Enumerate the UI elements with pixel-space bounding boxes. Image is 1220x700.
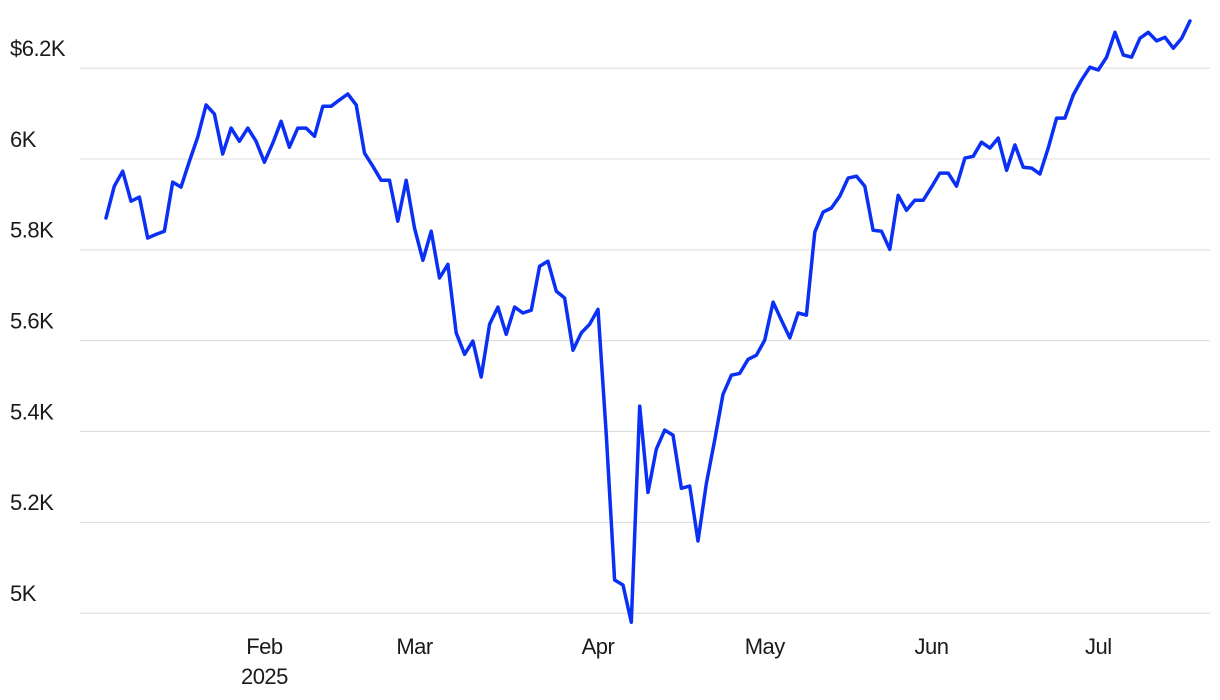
y-tick-label: 5.8K [10, 218, 54, 243]
x-tick-label: May [745, 634, 786, 659]
price-line [104, 19, 1192, 625]
y-tick-label: 5.2K [10, 490, 54, 515]
y-tick-label: 6K [10, 127, 37, 152]
x-tick-label: Feb [246, 634, 283, 659]
x-sublabel: 2025 [241, 664, 288, 689]
y-tick-label: 5.6K [10, 308, 54, 333]
x-tick-label: Jun [915, 634, 949, 659]
y-tick-label: 5K [10, 581, 37, 606]
x-tick-label: Mar [396, 634, 433, 659]
x-tick-label: Jul [1085, 634, 1112, 659]
y-tick-label: 5.4K [10, 399, 54, 424]
y-tick-label: $6.2K [10, 36, 66, 61]
x-tick-label: Apr [582, 634, 615, 659]
